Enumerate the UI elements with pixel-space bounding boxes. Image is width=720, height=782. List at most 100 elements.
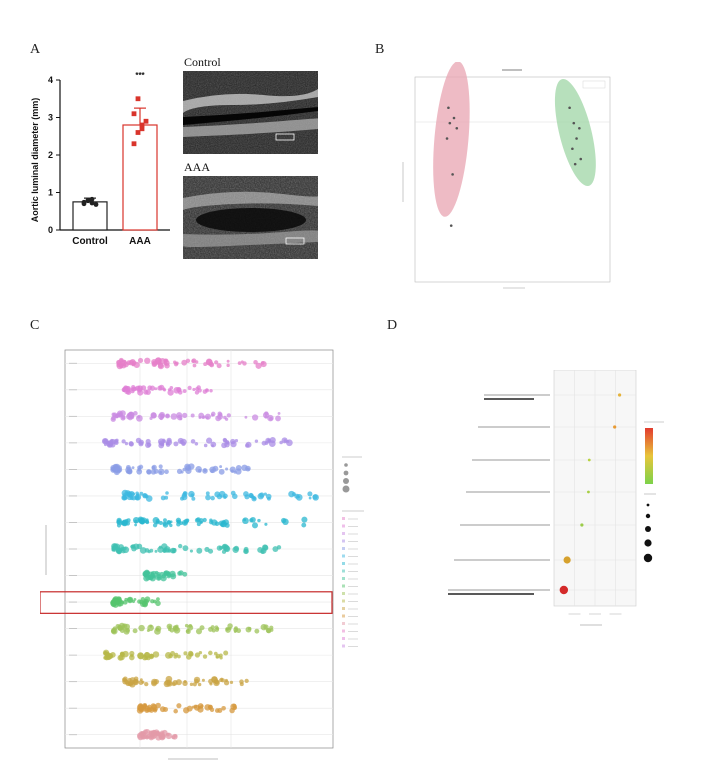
strip-point bbox=[149, 624, 153, 628]
strip-point bbox=[209, 362, 215, 368]
strip-point bbox=[219, 465, 223, 469]
legend-swatch bbox=[342, 599, 345, 603]
strip-point bbox=[225, 440, 230, 445]
strip-point bbox=[135, 385, 140, 391]
strip-point bbox=[291, 492, 296, 497]
strip-point bbox=[182, 467, 187, 472]
strip-point bbox=[235, 464, 242, 471]
confidence-ellipse-2 bbox=[554, 78, 596, 187]
strip-point bbox=[156, 597, 160, 602]
panel-label-a: A bbox=[30, 42, 41, 57]
strip-point bbox=[165, 491, 169, 495]
strip-point bbox=[233, 630, 237, 633]
strip-point bbox=[185, 629, 190, 633]
strip-point bbox=[192, 682, 197, 687]
strip-point bbox=[190, 413, 195, 418]
strip-point bbox=[163, 388, 167, 392]
strip-point bbox=[160, 495, 166, 501]
strip-point bbox=[131, 495, 136, 501]
strip-point bbox=[182, 389, 187, 393]
strip-point bbox=[265, 437, 271, 444]
strip-point bbox=[177, 390, 183, 395]
strip-point bbox=[119, 600, 124, 605]
strip-point bbox=[163, 358, 168, 363]
strip-point bbox=[177, 437, 184, 445]
strip-point bbox=[226, 359, 230, 363]
strip-point bbox=[176, 522, 181, 527]
strip-point bbox=[131, 385, 136, 390]
control-image-label: Control bbox=[184, 55, 221, 69]
data-point bbox=[89, 200, 95, 206]
strip-point bbox=[175, 517, 182, 524]
strip-point bbox=[210, 495, 215, 501]
strip-point bbox=[215, 415, 222, 422]
strip-point bbox=[137, 652, 145, 660]
strip-point bbox=[264, 522, 268, 526]
strip-point bbox=[103, 655, 108, 660]
strip-point bbox=[181, 494, 188, 501]
strip-point bbox=[165, 548, 170, 552]
strip-point bbox=[150, 412, 157, 419]
legend-swatch bbox=[342, 569, 345, 573]
pathway-bubble bbox=[618, 393, 622, 397]
strip-point bbox=[269, 628, 274, 632]
strip-point bbox=[232, 703, 237, 708]
panel-a-bar-chart: Aortic luminal diameter (mm) 0 1 2 3 4 Contro… bbox=[30, 71, 170, 247]
strip-point bbox=[211, 413, 214, 417]
highlight-box bbox=[40, 591, 333, 614]
legend-swatch bbox=[342, 532, 345, 535]
strip-point bbox=[222, 493, 228, 499]
strip-point bbox=[152, 523, 158, 528]
strip-point bbox=[131, 466, 135, 470]
data-point bbox=[93, 202, 99, 207]
strip-point bbox=[171, 682, 176, 687]
data-point bbox=[135, 96, 141, 102]
strip-point bbox=[254, 439, 259, 443]
strip-point bbox=[130, 654, 134, 658]
strip-point bbox=[149, 706, 154, 712]
strip-point bbox=[137, 599, 142, 604]
strip-point bbox=[162, 522, 169, 528]
strip-point bbox=[108, 653, 114, 659]
strip-point bbox=[185, 465, 192, 472]
strip-point bbox=[196, 547, 203, 554]
strip-point bbox=[149, 416, 153, 420]
strip-point bbox=[124, 623, 131, 630]
sample-point bbox=[445, 137, 449, 140]
strip-point bbox=[164, 362, 170, 369]
panel-label-d: D bbox=[387, 318, 398, 333]
strip-point bbox=[214, 680, 220, 685]
panel-c-strip-plot bbox=[40, 349, 364, 760]
strip-point bbox=[194, 652, 201, 658]
strip-point bbox=[206, 437, 213, 444]
strip-point bbox=[126, 518, 131, 523]
strip-point bbox=[128, 441, 134, 447]
strip-point bbox=[202, 468, 208, 474]
strip-point bbox=[208, 650, 213, 656]
strip-point bbox=[261, 440, 267, 446]
strip-point bbox=[169, 520, 173, 524]
strip-point bbox=[209, 707, 215, 713]
strip-point bbox=[193, 704, 198, 709]
strip-point bbox=[233, 470, 237, 474]
strip-point bbox=[170, 573, 177, 580]
y-tick-label: 1 bbox=[48, 188, 53, 198]
strip-point bbox=[143, 389, 149, 395]
strip-point bbox=[163, 518, 167, 523]
strip-point bbox=[208, 626, 214, 632]
legend-swatch bbox=[342, 554, 345, 558]
strip-point bbox=[195, 517, 201, 523]
strip-point bbox=[142, 493, 147, 498]
strip-point bbox=[124, 490, 131, 497]
sample-point bbox=[451, 173, 454, 176]
strip-point bbox=[129, 682, 134, 686]
legend-swatch bbox=[342, 614, 345, 618]
strip-point bbox=[103, 650, 107, 655]
strip-point bbox=[157, 362, 165, 370]
strip-point bbox=[202, 654, 208, 659]
strip-point bbox=[150, 469, 157, 475]
sample-point bbox=[568, 106, 571, 110]
strip-point bbox=[144, 707, 150, 714]
strip-point bbox=[154, 549, 158, 553]
data-point bbox=[139, 122, 145, 128]
